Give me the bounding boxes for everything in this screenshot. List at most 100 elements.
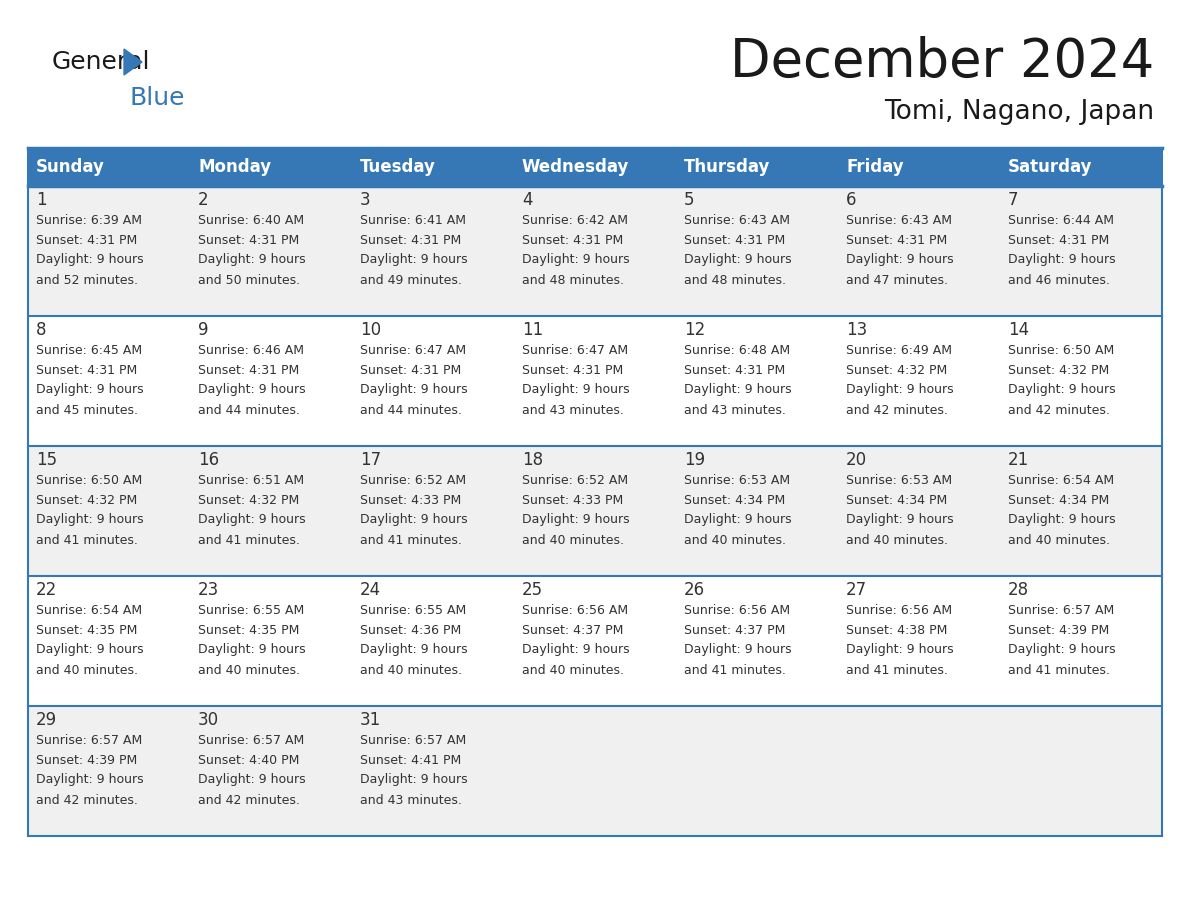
Text: Daylight: 9 hours: Daylight: 9 hours [36,384,144,397]
Text: Sunset: 4:34 PM: Sunset: 4:34 PM [1007,494,1110,507]
Text: Tomi, Nagano, Japan: Tomi, Nagano, Japan [885,99,1155,125]
Text: and 43 minutes.: and 43 minutes. [684,404,786,417]
Text: Daylight: 9 hours: Daylight: 9 hours [684,253,791,266]
Text: Sunset: 4:31 PM: Sunset: 4:31 PM [360,364,461,376]
Text: Daylight: 9 hours: Daylight: 9 hours [198,513,305,527]
Text: Sunrise: 6:52 AM: Sunrise: 6:52 AM [360,474,466,487]
Text: and 42 minutes.: and 42 minutes. [36,793,138,807]
Text: General: General [52,50,151,74]
Text: 20: 20 [846,451,867,469]
Text: Sunrise: 6:43 AM: Sunrise: 6:43 AM [846,214,952,227]
Text: 27: 27 [846,581,867,599]
Text: Friday: Friday [846,158,904,176]
Text: and 45 minutes.: and 45 minutes. [36,404,138,417]
Text: 30: 30 [198,711,219,729]
Text: Daylight: 9 hours: Daylight: 9 hours [360,384,468,397]
Text: 23: 23 [198,581,220,599]
Text: Sunset: 4:36 PM: Sunset: 4:36 PM [360,623,461,636]
Text: 18: 18 [522,451,543,469]
Text: Sunrise: 6:53 AM: Sunrise: 6:53 AM [684,474,790,487]
Text: Sunset: 4:32 PM: Sunset: 4:32 PM [846,364,947,376]
Text: Daylight: 9 hours: Daylight: 9 hours [198,384,305,397]
Text: Sunset: 4:31 PM: Sunset: 4:31 PM [36,233,138,247]
Text: 11: 11 [522,321,543,339]
Text: and 44 minutes.: and 44 minutes. [198,404,299,417]
Text: Sunset: 4:34 PM: Sunset: 4:34 PM [684,494,785,507]
Text: Daylight: 9 hours: Daylight: 9 hours [198,774,305,787]
Text: Sunrise: 6:53 AM: Sunrise: 6:53 AM [846,474,952,487]
Text: 10: 10 [360,321,381,339]
Text: Sunrise: 6:46 AM: Sunrise: 6:46 AM [198,343,304,356]
Text: 22: 22 [36,581,57,599]
Text: and 41 minutes.: and 41 minutes. [846,664,948,677]
Text: and 40 minutes.: and 40 minutes. [1007,533,1110,546]
Text: Sunrise: 6:43 AM: Sunrise: 6:43 AM [684,214,790,227]
Text: Daylight: 9 hours: Daylight: 9 hours [36,513,144,527]
Text: Sunrise: 6:56 AM: Sunrise: 6:56 AM [522,603,628,617]
Text: 15: 15 [36,451,57,469]
Text: Daylight: 9 hours: Daylight: 9 hours [684,384,791,397]
Text: 13: 13 [846,321,867,339]
Text: Monday: Monday [198,158,271,176]
Text: Daylight: 9 hours: Daylight: 9 hours [522,644,630,656]
Text: Sunset: 4:31 PM: Sunset: 4:31 PM [198,364,299,376]
Text: Daylight: 9 hours: Daylight: 9 hours [1007,384,1116,397]
Text: Sunrise: 6:49 AM: Sunrise: 6:49 AM [846,343,952,356]
Text: 21: 21 [1007,451,1029,469]
Text: Blue: Blue [129,86,185,110]
Text: 16: 16 [198,451,219,469]
Bar [29,706,1162,836]
Text: Daylight: 9 hours: Daylight: 9 hours [846,513,954,527]
Text: and 43 minutes.: and 43 minutes. [360,793,462,807]
Text: Daylight: 9 hours: Daylight: 9 hours [1007,253,1116,266]
Text: Sunrise: 6:42 AM: Sunrise: 6:42 AM [522,214,628,227]
Text: 9: 9 [198,321,209,339]
Text: Sunrise: 6:57 AM: Sunrise: 6:57 AM [1007,603,1114,617]
Text: 26: 26 [684,581,706,599]
Text: 2: 2 [198,191,209,209]
Text: Sunrise: 6:48 AM: Sunrise: 6:48 AM [684,343,790,356]
Text: 19: 19 [684,451,706,469]
Text: Sunset: 4:31 PM: Sunset: 4:31 PM [36,364,138,376]
Text: 4: 4 [522,191,532,209]
Text: Sunset: 4:37 PM: Sunset: 4:37 PM [522,623,624,636]
Text: Sunrise: 6:41 AM: Sunrise: 6:41 AM [360,214,466,227]
Text: and 40 minutes.: and 40 minutes. [846,533,948,546]
Text: and 41 minutes.: and 41 minutes. [360,533,462,546]
Text: Sunrise: 6:50 AM: Sunrise: 6:50 AM [36,474,143,487]
Text: 14: 14 [1007,321,1029,339]
Text: and 41 minutes.: and 41 minutes. [684,664,786,677]
Text: and 43 minutes.: and 43 minutes. [522,404,624,417]
Polygon shape [124,49,143,75]
Text: Wednesday: Wednesday [522,158,630,176]
Text: Sunset: 4:31 PM: Sunset: 4:31 PM [522,364,624,376]
Bar [29,316,1162,446]
Text: 3: 3 [360,191,371,209]
Text: Daylight: 9 hours: Daylight: 9 hours [1007,644,1116,656]
Text: Sunday: Sunday [36,158,105,176]
Text: Sunrise: 6:47 AM: Sunrise: 6:47 AM [522,343,628,356]
Text: Sunset: 4:31 PM: Sunset: 4:31 PM [684,233,785,247]
Text: Daylight: 9 hours: Daylight: 9 hours [684,644,791,656]
Text: Sunset: 4:37 PM: Sunset: 4:37 PM [684,623,785,636]
Text: Sunset: 4:31 PM: Sunset: 4:31 PM [846,233,947,247]
Text: and 41 minutes.: and 41 minutes. [198,533,299,546]
Text: Sunset: 4:31 PM: Sunset: 4:31 PM [360,233,461,247]
Text: Sunset: 4:32 PM: Sunset: 4:32 PM [36,494,138,507]
Text: 17: 17 [360,451,381,469]
Text: Sunrise: 6:51 AM: Sunrise: 6:51 AM [198,474,304,487]
Text: and 40 minutes.: and 40 minutes. [522,664,624,677]
Text: Daylight: 9 hours: Daylight: 9 hours [522,513,630,527]
Text: Sunrise: 6:56 AM: Sunrise: 6:56 AM [684,603,790,617]
Text: Sunset: 4:39 PM: Sunset: 4:39 PM [1007,623,1110,636]
Text: Daylight: 9 hours: Daylight: 9 hours [522,384,630,397]
Text: and 42 minutes.: and 42 minutes. [198,793,299,807]
Text: Daylight: 9 hours: Daylight: 9 hours [198,253,305,266]
Text: 12: 12 [684,321,706,339]
Bar [29,148,1162,186]
Text: 5: 5 [684,191,695,209]
Text: 28: 28 [1007,581,1029,599]
Text: Daylight: 9 hours: Daylight: 9 hours [522,253,630,266]
Text: Sunrise: 6:44 AM: Sunrise: 6:44 AM [1007,214,1114,227]
Text: Sunrise: 6:54 AM: Sunrise: 6:54 AM [36,603,143,617]
